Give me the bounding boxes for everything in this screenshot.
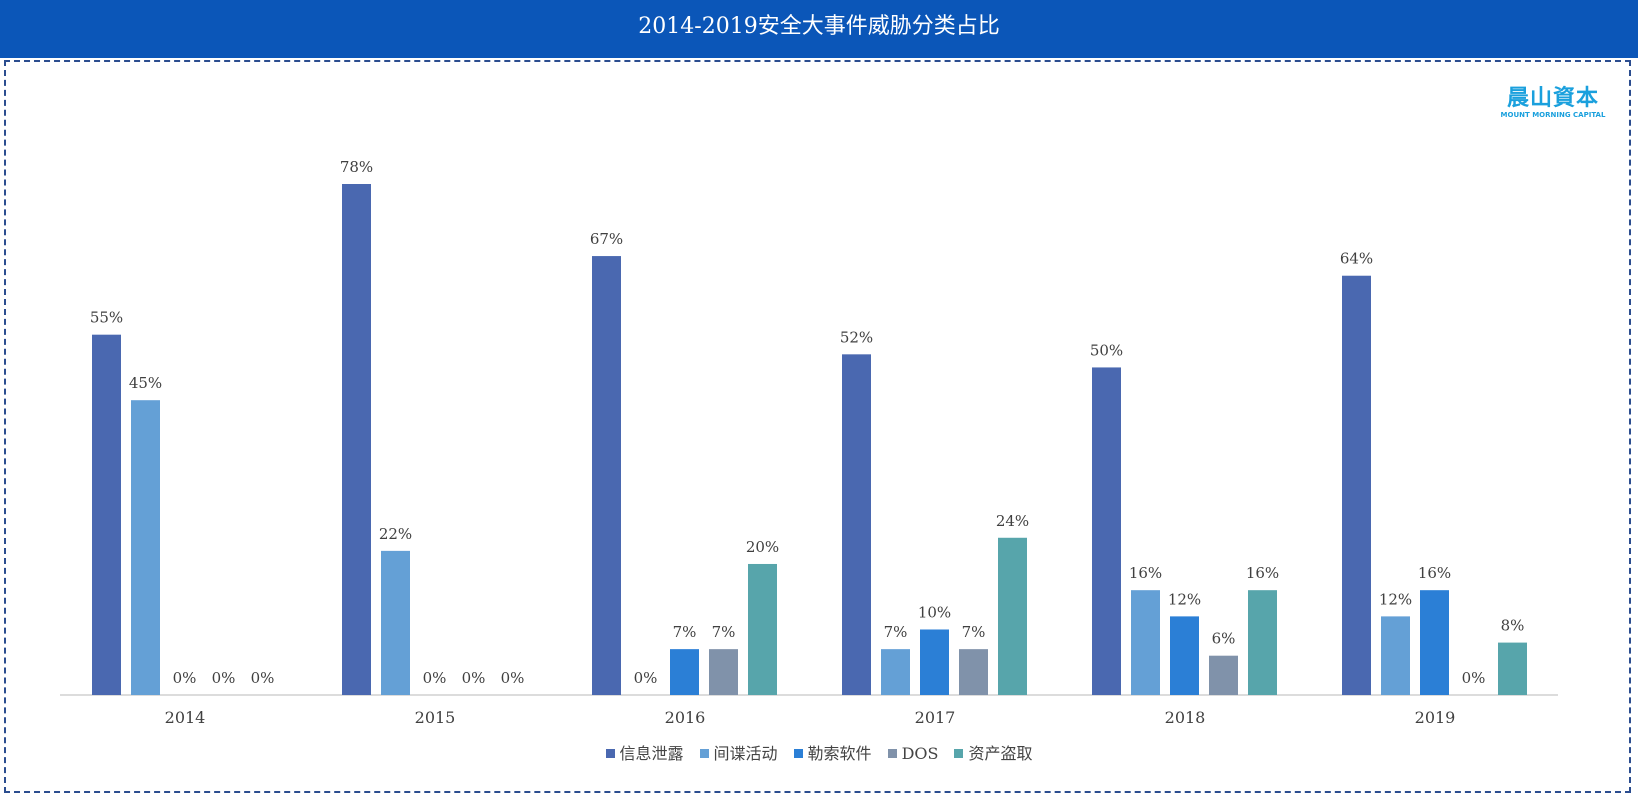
data-label-2014-1: 45% xyxy=(129,374,162,392)
data-label-2015-3: 0% xyxy=(462,669,486,687)
logo-chinese: 晨山資本 xyxy=(1506,86,1599,111)
data-label-2014-0: 55% xyxy=(90,309,123,327)
chart-legend: 信息泄露 间谍活动 勒索软件 DOS 资产盗取 xyxy=(0,742,1638,766)
bar-2014-1 xyxy=(131,400,160,695)
legend-item-1: 间谍活动 xyxy=(699,742,778,766)
data-label-2018-3: 6% xyxy=(1212,630,1236,648)
legend-label: 信息泄露 xyxy=(619,744,684,763)
legend-swatch xyxy=(699,749,709,758)
x-tick-label-2018: 2018 xyxy=(1165,708,1206,727)
x-tick-label-2019: 2019 xyxy=(1415,708,1456,727)
data-label-2016-2: 7% xyxy=(673,623,697,641)
bar-2015-0 xyxy=(342,184,371,695)
data-label-2017-2: 10% xyxy=(918,603,951,621)
data-label-2018-0: 50% xyxy=(1090,341,1123,359)
bar-2017-4 xyxy=(998,537,1027,695)
legend-swatch xyxy=(793,749,803,758)
legend-item-0: 信息泄露 xyxy=(605,742,684,766)
data-label-2015-4: 0% xyxy=(501,669,525,687)
data-label-2019-2: 16% xyxy=(1418,564,1451,582)
bar-2017-2 xyxy=(920,629,949,695)
data-label-2014-4: 0% xyxy=(251,669,275,687)
x-tick-label-2017: 2017 xyxy=(915,708,956,727)
bar-2019-4 xyxy=(1498,642,1527,695)
bar-2016-0 xyxy=(592,256,621,695)
bar-2016-2 xyxy=(670,649,699,695)
legend-label: DOS xyxy=(901,744,939,763)
legend-label: 间谍活动 xyxy=(713,744,778,763)
bar-2016-3 xyxy=(709,649,738,695)
bar-2018-3 xyxy=(1209,655,1238,695)
bar-2019-1 xyxy=(1381,616,1410,695)
bar-2014-0 xyxy=(92,334,121,695)
legend-label: 资产盗取 xyxy=(968,744,1033,763)
data-label-2014-2: 0% xyxy=(173,669,197,687)
bar-2017-3 xyxy=(959,649,988,695)
x-tick-label-2014: 2014 xyxy=(165,708,206,727)
data-label-2019-0: 64% xyxy=(1340,250,1373,268)
data-label-2015-1: 22% xyxy=(379,525,412,543)
data-label-2018-2: 12% xyxy=(1168,590,1201,608)
legend-item-3: DOS xyxy=(887,742,939,766)
data-label-2016-3: 7% xyxy=(712,623,736,641)
data-label-2014-3: 0% xyxy=(212,669,236,687)
bar-2018-4 xyxy=(1248,590,1277,695)
bar-2016-4 xyxy=(748,563,777,695)
data-label-2018-1: 16% xyxy=(1129,564,1162,582)
bar-2019-0 xyxy=(1342,275,1371,695)
x-tick-label-2016: 2016 xyxy=(665,708,706,727)
chart-title: 2014-2019安全大事件威胁分类占比 xyxy=(638,14,1000,39)
bar-2017-0 xyxy=(842,354,871,695)
data-label-2019-4: 8% xyxy=(1501,617,1525,635)
legend-item-2: 勒索软件 xyxy=(793,742,872,766)
bar-2015-1 xyxy=(381,550,410,695)
bar-2018-0 xyxy=(1092,367,1121,695)
bar-2018-2 xyxy=(1170,616,1199,695)
bar-2019-2 xyxy=(1420,590,1449,695)
data-label-2015-0: 78% xyxy=(340,158,373,176)
chart-frame xyxy=(4,60,1631,793)
header-bar: 2014-2019安全大事件威胁分类占比 xyxy=(0,0,1638,58)
bar-2018-1 xyxy=(1131,590,1160,695)
data-label-2016-1: 0% xyxy=(634,669,658,687)
legend-item-4: 资产盗取 xyxy=(954,742,1032,766)
logo-english: MOUNT MORNING CAPITAL xyxy=(1500,111,1606,119)
x-tick-label-2015: 2015 xyxy=(415,708,456,727)
data-label-2019-3: 0% xyxy=(1462,669,1486,687)
legend-swatch xyxy=(887,749,897,758)
data-label-2016-0: 67% xyxy=(590,230,623,248)
data-label-2017-3: 7% xyxy=(962,623,986,641)
data-label-2016-4: 20% xyxy=(746,538,779,556)
data-label-2017-0: 52% xyxy=(840,328,873,346)
bar-2017-1 xyxy=(881,649,910,695)
legend-label: 勒索软件 xyxy=(807,744,872,763)
legend-swatch xyxy=(605,749,615,758)
data-label-2017-1: 7% xyxy=(884,623,908,641)
data-label-2015-2: 0% xyxy=(423,669,447,687)
company-logo: 晨山資本 MOUNT MORNING CAPITAL xyxy=(1494,88,1612,124)
legend-swatch xyxy=(954,749,964,758)
data-label-2019-1: 12% xyxy=(1379,590,1412,608)
data-label-2018-4: 16% xyxy=(1246,564,1279,582)
data-label-2017-4: 24% xyxy=(996,512,1029,530)
